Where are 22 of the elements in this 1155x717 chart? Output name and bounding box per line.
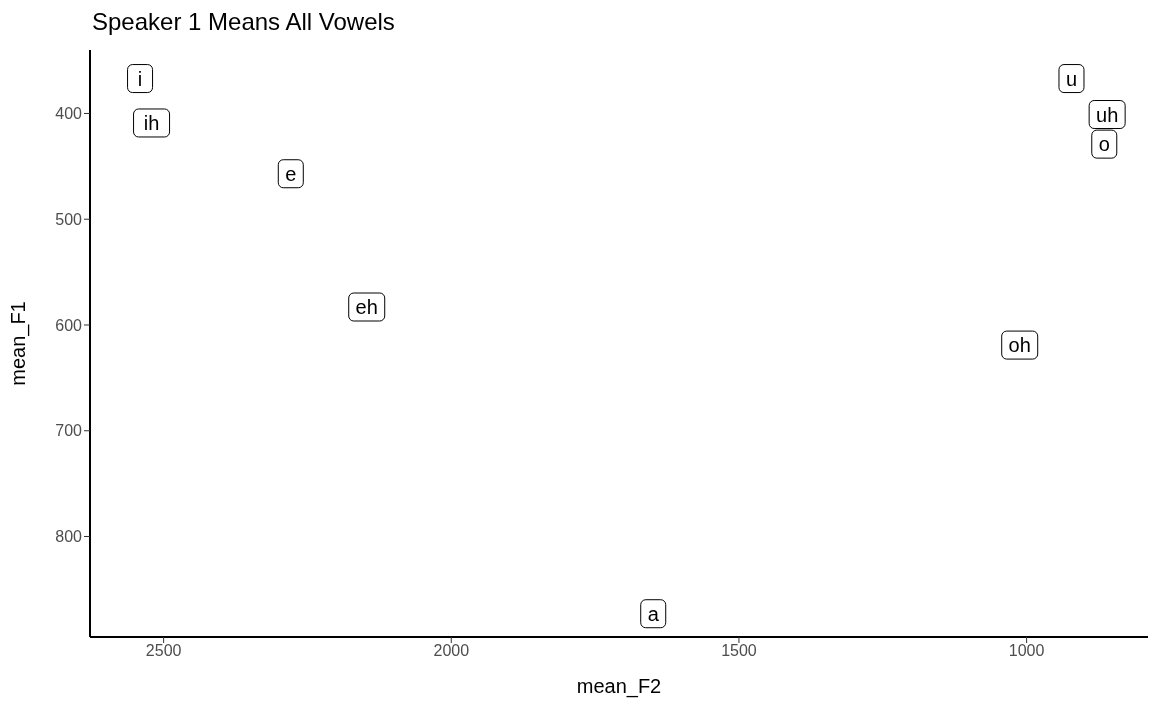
series-label: i bbox=[137, 67, 143, 90]
x-axis-title: mean_F2 bbox=[576, 675, 662, 698]
y-tick-label: 800 bbox=[55, 528, 83, 546]
point bbox=[127, 64, 154, 94]
x-tick-label: 1000 bbox=[1008, 642, 1045, 660]
series-label: o bbox=[1098, 133, 1110, 156]
x-tick-label: 2000 bbox=[433, 642, 470, 660]
y-tick-label: 700 bbox=[55, 422, 83, 440]
series-label: oh bbox=[1008, 334, 1031, 357]
series-label: a bbox=[647, 602, 660, 625]
series-label: ih bbox=[143, 111, 160, 134]
y-tick-label: 600 bbox=[55, 316, 83, 334]
series-label: e bbox=[285, 162, 297, 185]
series-label: u bbox=[1065, 67, 1078, 90]
series-label: eh bbox=[355, 296, 378, 319]
y-tick-label: 400 bbox=[55, 105, 83, 123]
y-tick-label: 500 bbox=[55, 210, 83, 228]
x-tick-label: 1500 bbox=[721, 642, 757, 660]
chart-title: Speaker 1 Means All Vowels bbox=[92, 8, 396, 37]
y-axis-title: mean_F1 bbox=[7, 301, 31, 386]
series-label: uh bbox=[1096, 103, 1119, 126]
x-tick-label: 2500 bbox=[145, 642, 182, 660]
